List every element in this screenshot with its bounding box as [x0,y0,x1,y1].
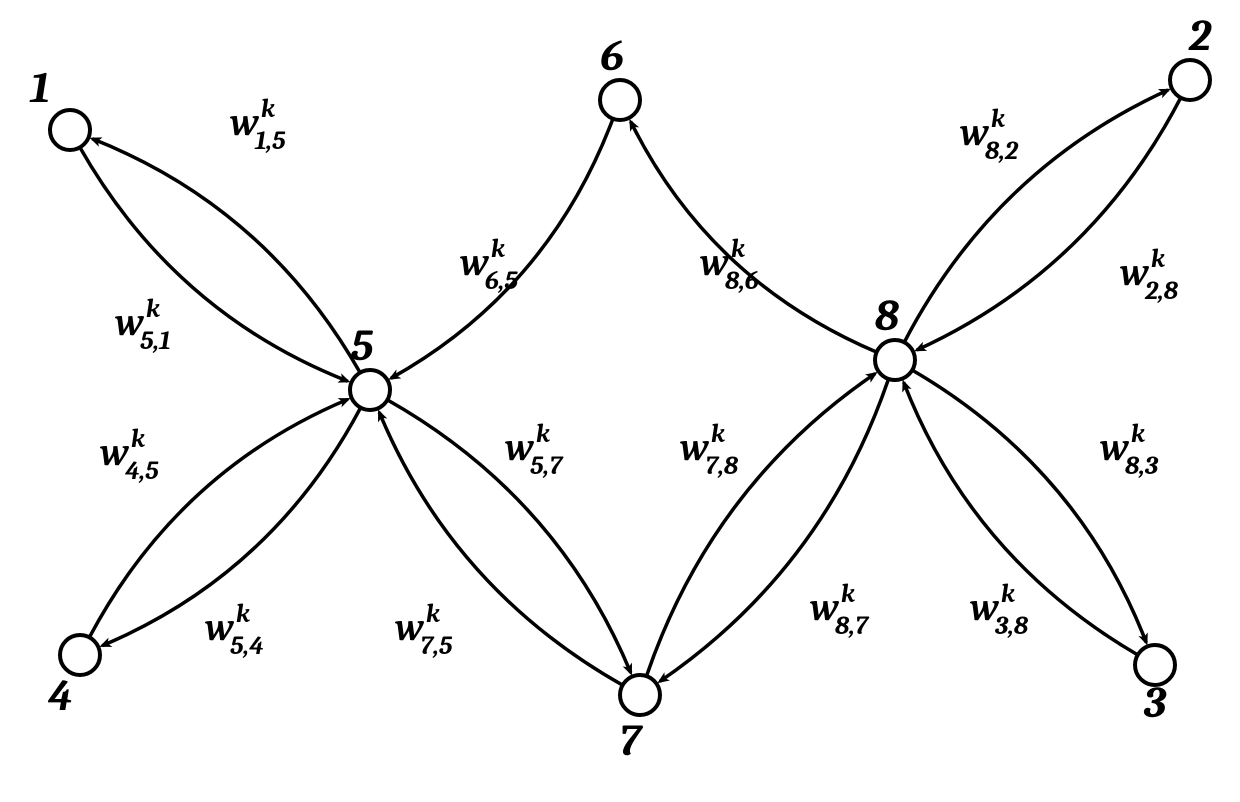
edge-label-2-8: wk2,8 [1119,244,1179,306]
edge-label-6-5: wk6,5 [459,234,518,296]
edge-label-8-7: wk8,7 [809,579,870,641]
edge-label-8-6: wk8,6 [699,234,759,296]
edge-label-5-4: wk5,4 [204,599,264,661]
node-8 [875,340,915,380]
edge-labels-group: wk1,5 wk5,1 wk4,5 wk5,4 wk6,5 wk5,7 wk7,5 wk8,6… [99,94,1179,661]
edge-label-5-7: wk5,7 [504,419,564,481]
node-5 [350,370,390,410]
edge-label-5-1: wk5,1 [114,294,171,356]
node-label-6: 6 [600,30,623,81]
edge-label-8-3: wk8,3 [1099,419,1159,481]
edge-8-3 [912,370,1146,643]
node-4 [60,635,100,675]
node-2 [1170,60,1210,100]
node-label-3: 3 [1144,677,1167,728]
edge-label-1-5: wk1,5 [229,94,286,156]
node-label-4: 4 [48,670,73,721]
node-label-1: 1 [29,62,49,113]
edge-label-7-5: wk7,5 [394,599,453,661]
node-1 [50,110,90,150]
edge-label-8-2: wk8,2 [959,104,1019,166]
edge-label-3-8: wk3,8 [969,579,1029,641]
node-6 [600,80,640,120]
node-label-8: 8 [875,290,899,341]
edge-label-7-8: wk7,8 [679,419,739,481]
edge-8-2 [904,90,1168,342]
network-diagram: 12345678 wk1,5wk5,1wk4,5wk5,4wk6,5wk5,7w… [0,0,1240,802]
node-label-5: 5 [351,320,374,371]
edges-group [80,90,1181,685]
edge-1-5 [80,147,348,381]
node-label-2: 2 [1188,10,1212,61]
edge-2-8 [917,98,1181,350]
edge-8-6 [631,122,877,353]
node-7 [620,675,660,715]
edge-label-4-5: wk4,5 [99,424,159,486]
node-label-7: 7 [619,715,644,766]
